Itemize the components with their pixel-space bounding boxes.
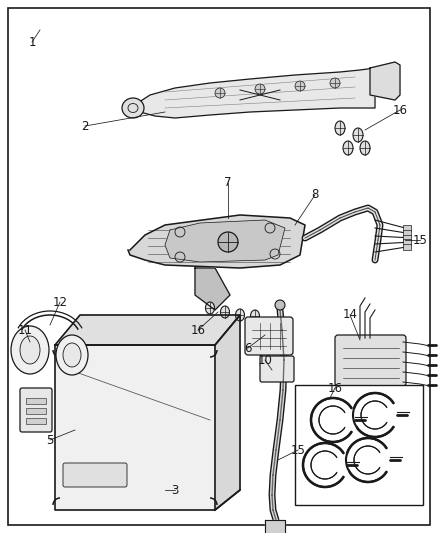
Bar	[26, 418, 46, 424]
Polygon shape	[165, 220, 285, 262]
Bar	[26, 408, 46, 414]
Text: 3: 3	[171, 483, 179, 497]
Text: 5: 5	[46, 433, 54, 447]
Text: 1: 1	[28, 36, 36, 49]
FancyBboxPatch shape	[335, 335, 406, 386]
Ellipse shape	[236, 309, 244, 321]
Ellipse shape	[335, 121, 345, 135]
Text: 16: 16	[328, 382, 343, 394]
Ellipse shape	[205, 302, 215, 314]
Wedge shape	[377, 448, 392, 472]
Bar	[26, 398, 46, 404]
Polygon shape	[215, 315, 240, 510]
Text: 16: 16	[392, 103, 407, 117]
Polygon shape	[55, 315, 240, 345]
Polygon shape	[130, 68, 390, 118]
Bar	[403, 244, 411, 250]
Circle shape	[361, 401, 389, 429]
Polygon shape	[370, 62, 400, 100]
Bar	[295, 385, 423, 505]
Polygon shape	[128, 215, 305, 268]
Ellipse shape	[20, 336, 40, 364]
Ellipse shape	[63, 343, 81, 367]
Wedge shape	[342, 408, 357, 432]
Text: 8: 8	[311, 189, 319, 201]
Text: 7: 7	[224, 176, 232, 190]
Text: 16: 16	[191, 324, 205, 336]
Bar	[403, 235, 411, 240]
Text: 14: 14	[343, 309, 357, 321]
FancyBboxPatch shape	[260, 356, 294, 382]
Polygon shape	[55, 345, 215, 510]
Circle shape	[354, 446, 382, 474]
Circle shape	[275, 300, 285, 310]
Polygon shape	[195, 268, 230, 310]
Circle shape	[215, 88, 225, 98]
Ellipse shape	[220, 306, 230, 318]
Ellipse shape	[251, 310, 259, 322]
FancyBboxPatch shape	[245, 317, 293, 355]
Bar	[403, 225, 411, 231]
Circle shape	[330, 78, 340, 88]
Ellipse shape	[11, 326, 49, 374]
FancyBboxPatch shape	[20, 388, 52, 432]
Text: 11: 11	[18, 324, 32, 336]
Text: 10: 10	[258, 353, 272, 367]
Polygon shape	[265, 520, 285, 533]
Text: 15: 15	[413, 233, 427, 246]
Ellipse shape	[343, 141, 353, 155]
Bar	[403, 230, 411, 236]
FancyBboxPatch shape	[63, 463, 127, 487]
Wedge shape	[384, 403, 399, 427]
Text: 12: 12	[53, 295, 67, 309]
Text: 6: 6	[244, 342, 252, 354]
Circle shape	[218, 232, 238, 252]
Ellipse shape	[353, 128, 363, 142]
Text: 15: 15	[290, 443, 305, 456]
Wedge shape	[334, 453, 349, 477]
Ellipse shape	[122, 98, 144, 118]
Ellipse shape	[56, 335, 88, 375]
Text: 2: 2	[81, 119, 89, 133]
Ellipse shape	[360, 141, 370, 155]
Circle shape	[319, 406, 347, 434]
Circle shape	[295, 81, 305, 91]
Circle shape	[255, 84, 265, 94]
Bar	[403, 239, 411, 245]
Circle shape	[311, 451, 339, 479]
